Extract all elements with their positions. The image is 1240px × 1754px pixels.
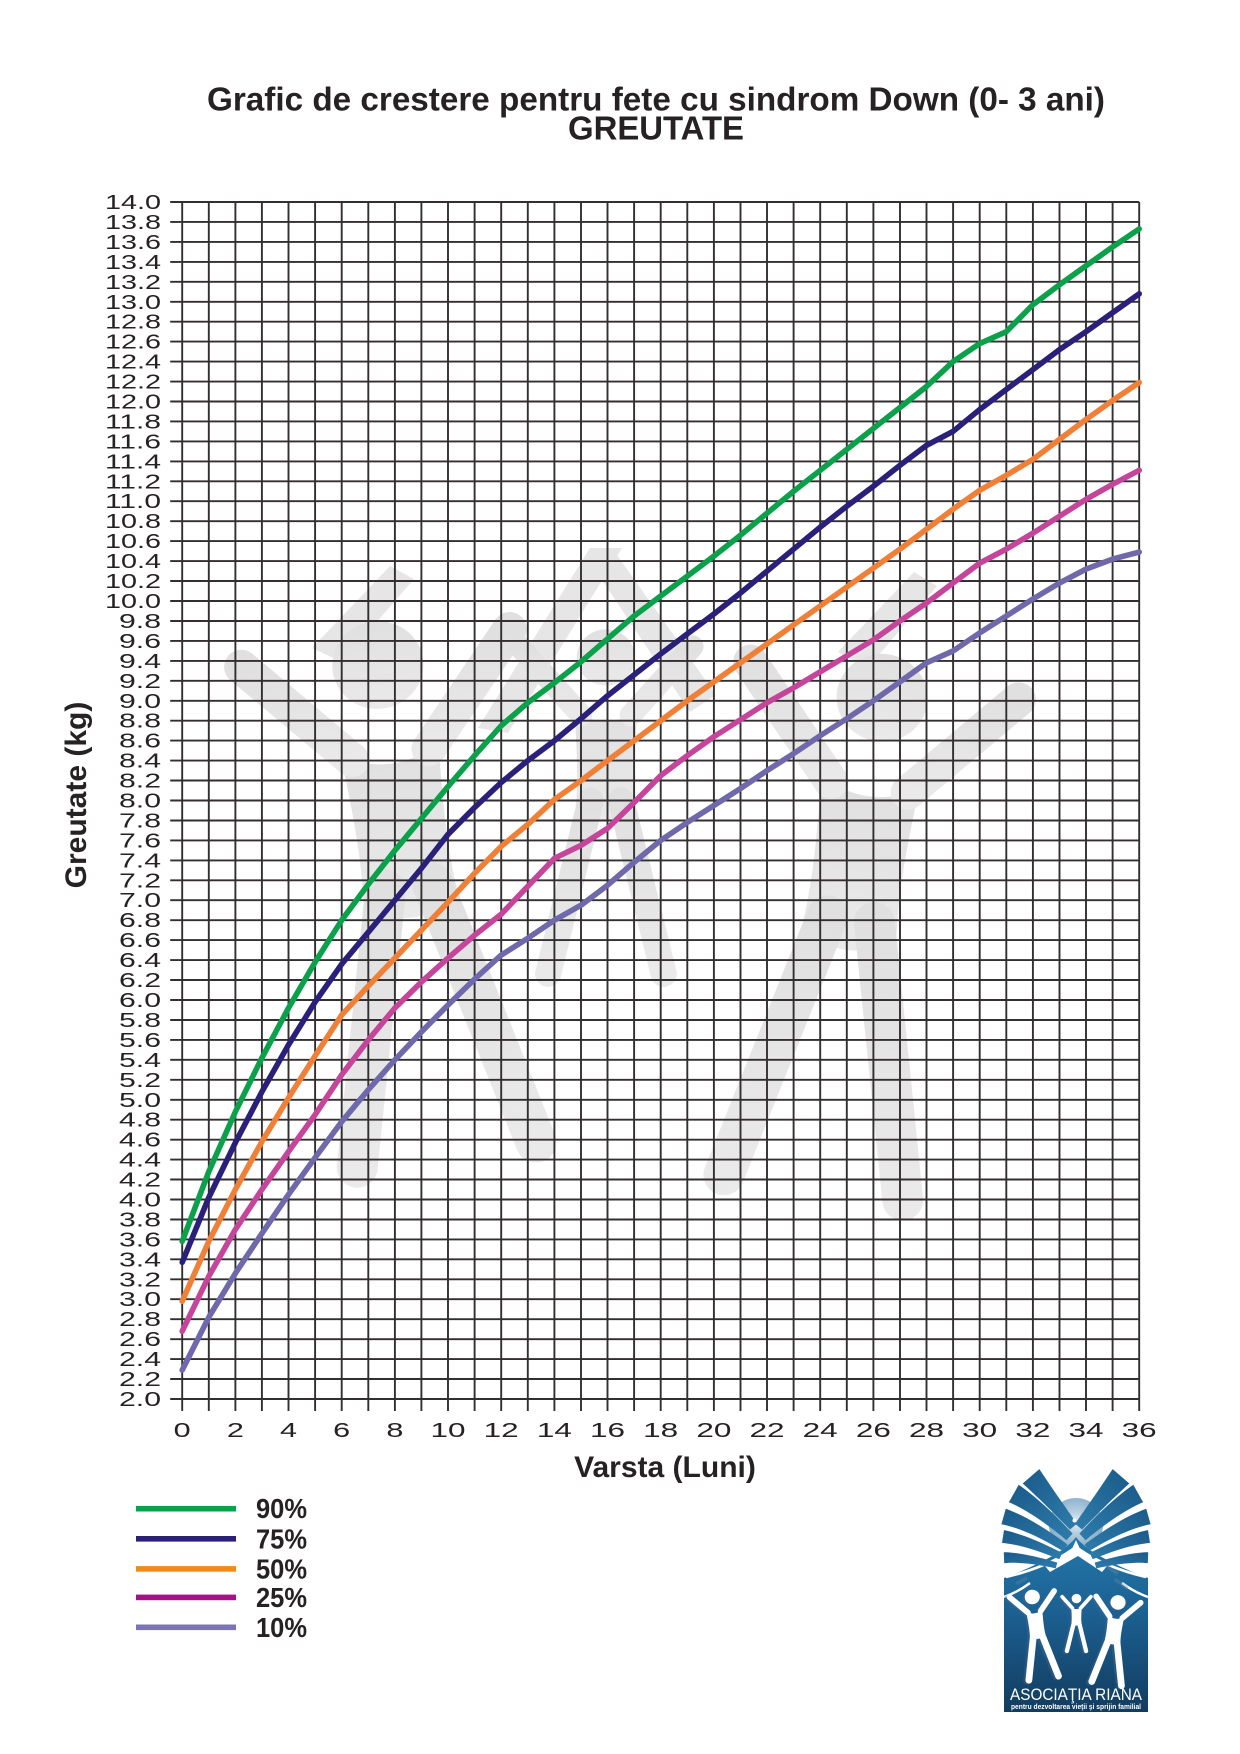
svg-text:90%: 90% <box>256 1493 307 1524</box>
svg-text:9.6: 9.6 <box>119 631 161 653</box>
svg-text:3.2: 3.2 <box>119 1269 161 1291</box>
svg-text:32: 32 <box>1015 1420 1050 1442</box>
svg-text:4.2: 4.2 <box>119 1170 161 1192</box>
svg-text:12.0: 12.0 <box>105 392 161 414</box>
svg-text:Grafic de crestere pentru fete: Grafic de crestere pentru fete cu sindro… <box>207 81 1105 118</box>
svg-text:10.6: 10.6 <box>105 531 161 553</box>
svg-text:5.2: 5.2 <box>119 1070 161 1092</box>
svg-text:8.2: 8.2 <box>119 771 161 793</box>
svg-text:2.8: 2.8 <box>119 1309 161 1331</box>
svg-text:3.6: 3.6 <box>119 1229 161 1251</box>
svg-text:22: 22 <box>750 1420 785 1442</box>
svg-text:7.0: 7.0 <box>119 890 161 912</box>
svg-text:10.0: 10.0 <box>105 591 161 613</box>
svg-text:pentru dezvoltarea vieţii şi s: pentru dezvoltarea vieţii şi sprijin fam… <box>1011 1702 1141 1711</box>
svg-text:9.8: 9.8 <box>119 611 161 633</box>
svg-text:12: 12 <box>484 1420 519 1442</box>
svg-text:26: 26 <box>856 1420 891 1442</box>
svg-text:13.2: 13.2 <box>105 272 161 294</box>
svg-text:2.0: 2.0 <box>119 1389 161 1411</box>
svg-text:36: 36 <box>1122 1420 1157 1442</box>
svg-text:2.2: 2.2 <box>119 1369 161 1391</box>
svg-text:12.4: 12.4 <box>105 352 161 374</box>
svg-text:12.6: 12.6 <box>105 332 161 354</box>
svg-text:11.4: 11.4 <box>105 451 161 473</box>
svg-text:Greutate (kg): Greutate (kg) <box>60 702 93 889</box>
svg-text:2: 2 <box>227 1420 244 1442</box>
svg-text:16: 16 <box>590 1420 625 1442</box>
svg-text:8: 8 <box>386 1420 403 1442</box>
svg-text:24: 24 <box>803 1420 838 1442</box>
svg-text:13.6: 13.6 <box>105 232 161 254</box>
svg-text:4.0: 4.0 <box>119 1190 161 1212</box>
svg-text:12.2: 12.2 <box>105 372 161 394</box>
svg-text:4.4: 4.4 <box>119 1150 161 1172</box>
svg-text:8.4: 8.4 <box>119 751 161 773</box>
svg-text:13.4: 13.4 <box>105 252 161 274</box>
svg-text:6.8: 6.8 <box>119 910 161 932</box>
svg-text:6: 6 <box>333 1420 350 1442</box>
svg-text:6.2: 6.2 <box>119 970 161 992</box>
svg-text:7.2: 7.2 <box>119 870 161 892</box>
svg-text:4.6: 4.6 <box>119 1130 161 1152</box>
svg-text:2.6: 2.6 <box>119 1329 161 1351</box>
svg-text:20: 20 <box>696 1420 731 1442</box>
svg-text:7.6: 7.6 <box>119 830 161 852</box>
svg-text:7.4: 7.4 <box>119 850 161 872</box>
svg-text:ASOCIAŢIA RIANA: ASOCIAŢIA RIANA <box>1010 1686 1142 1704</box>
svg-text:0: 0 <box>174 1420 191 1442</box>
svg-text:5.0: 5.0 <box>119 1090 161 1112</box>
svg-text:50%: 50% <box>256 1553 307 1584</box>
svg-text:8.0: 8.0 <box>119 791 161 813</box>
svg-text:14.0: 14.0 <box>105 192 161 214</box>
svg-text:11.8: 11.8 <box>105 411 161 433</box>
svg-text:25%: 25% <box>256 1582 307 1613</box>
svg-text:6.4: 6.4 <box>119 950 161 972</box>
svg-text:10: 10 <box>431 1420 466 1442</box>
svg-text:GREUTATE: GREUTATE <box>568 110 744 147</box>
svg-text:5.8: 5.8 <box>119 1010 161 1032</box>
svg-text:9.2: 9.2 <box>119 671 161 693</box>
svg-text:3.4: 3.4 <box>119 1249 161 1271</box>
svg-text:28: 28 <box>909 1420 944 1442</box>
svg-text:10.4: 10.4 <box>105 551 161 573</box>
svg-text:10.2: 10.2 <box>105 571 161 593</box>
svg-text:5.6: 5.6 <box>119 1030 161 1052</box>
svg-text:5.4: 5.4 <box>119 1050 161 1072</box>
svg-text:11.6: 11.6 <box>105 431 161 453</box>
svg-text:8.8: 8.8 <box>119 711 161 733</box>
svg-text:18: 18 <box>643 1420 678 1442</box>
svg-text:13.8: 13.8 <box>105 212 161 234</box>
svg-text:14: 14 <box>537 1420 572 1442</box>
svg-text:13.0: 13.0 <box>105 292 161 314</box>
svg-text:8.6: 8.6 <box>119 731 161 753</box>
svg-text:4: 4 <box>280 1420 297 1442</box>
svg-text:12.8: 12.8 <box>105 312 161 334</box>
svg-text:3.0: 3.0 <box>119 1289 161 1311</box>
svg-text:75%: 75% <box>256 1523 307 1554</box>
svg-text:6.0: 6.0 <box>119 990 161 1012</box>
svg-text:30: 30 <box>962 1420 997 1442</box>
svg-text:6.6: 6.6 <box>119 930 161 952</box>
svg-text:11.2: 11.2 <box>105 471 161 493</box>
svg-text:10%: 10% <box>256 1612 307 1643</box>
svg-text:9.4: 9.4 <box>119 651 161 673</box>
svg-text:Varsta (Luni): Varsta (Luni) <box>574 1451 756 1484</box>
svg-text:3.8: 3.8 <box>119 1210 161 1232</box>
svg-text:34: 34 <box>1069 1420 1104 1442</box>
svg-text:2.4: 2.4 <box>119 1349 161 1371</box>
svg-text:9.0: 9.0 <box>119 691 161 713</box>
svg-text:10.8: 10.8 <box>105 511 161 533</box>
svg-text:7.8: 7.8 <box>119 811 161 833</box>
svg-text:11.0: 11.0 <box>105 491 161 513</box>
svg-text:4.8: 4.8 <box>119 1110 161 1132</box>
